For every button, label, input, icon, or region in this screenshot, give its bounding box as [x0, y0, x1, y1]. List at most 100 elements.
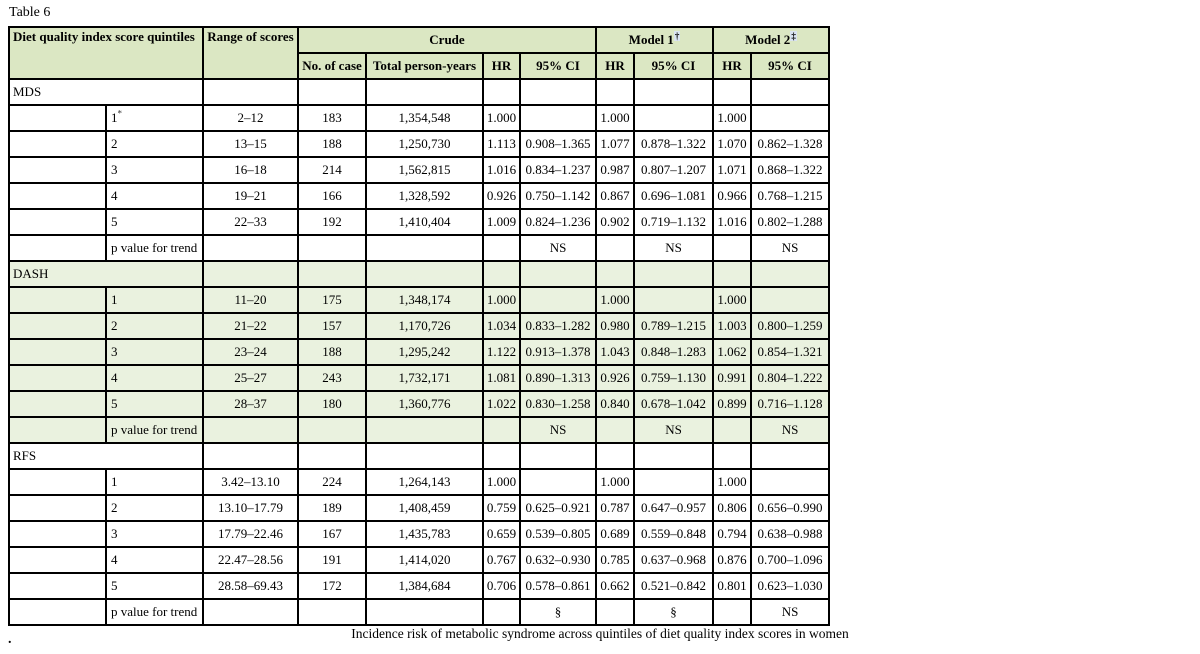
quintile-label: 3	[105, 520, 204, 548]
cell-crude-ci: 0.578–0.861	[519, 572, 597, 600]
cell-m1-ci: 0.807–1.207	[633, 156, 714, 184]
empty-cell	[297, 78, 367, 106]
col-header-crude-ci: 95% CI	[519, 52, 597, 80]
cell-range: 21–22	[202, 312, 299, 340]
indent-cell	[8, 494, 107, 522]
cell-m2-ci: 0.716–1.128	[750, 390, 830, 418]
indent-cell	[8, 130, 107, 158]
section-header-row: RFS	[8, 442, 830, 470]
cell-crude-ci: 0.750–1.142	[519, 182, 597, 210]
col-header-m2-ci: 95% CI	[750, 52, 830, 80]
quintile-label: 3	[105, 156, 204, 184]
table-row: 4 19–21 166 1,328,592 0.926 0.750–1.142 …	[8, 182, 830, 210]
cell-m1-ci	[633, 286, 714, 314]
cell-person-years: 1,732,171	[365, 364, 484, 392]
table-row: 5 22–33 192 1,410,404 1.009 0.824–1.236 …	[8, 208, 830, 236]
dagger-footnote-icon: †	[673, 30, 681, 41]
cell-m1-hr: 0.785	[595, 546, 635, 574]
cell-m2-hr: 1.062	[712, 338, 752, 366]
cell-range: 28–37	[202, 390, 299, 418]
empty-cell	[712, 442, 752, 470]
cell-range: 3.42–13.10	[202, 468, 299, 496]
trend-crude: NS	[519, 416, 597, 444]
table-row: 5 28–37 180 1,360,776 1.022 0.830–1.258 …	[8, 390, 830, 418]
cell-range: 17.79–22.46	[202, 520, 299, 548]
cell-no-of-case: 172	[297, 572, 367, 600]
cell-m2-hr: 1.071	[712, 156, 752, 184]
empty-cell	[595, 234, 635, 262]
indent-cell	[8, 234, 107, 262]
cell-m1-ci: 0.678–1.042	[633, 390, 714, 418]
quintile-label: 4	[105, 364, 204, 392]
cell-no-of-case: 166	[297, 182, 367, 210]
cell-crude-hr: 1.016	[482, 156, 521, 184]
header-row-2: No. of case Total person-years HR 95% CI…	[9, 52, 830, 80]
empty-cell	[202, 234, 299, 262]
cell-m1-ci: 0.878–1.322	[633, 130, 714, 158]
cell-person-years: 1,435,783	[365, 520, 484, 548]
cell-no-of-case: 188	[297, 338, 367, 366]
model2-label: Model 2	[745, 32, 791, 47]
quintile-label: 5	[105, 208, 204, 236]
cell-m2-hr: 0.899	[712, 390, 752, 418]
indent-cell	[8, 598, 107, 626]
table-title: Table 6	[9, 5, 51, 20]
col-header-m1-ci: 95% CI	[633, 52, 714, 80]
cell-m2-ci: 0.768–1.215	[750, 182, 830, 210]
cell-m1-ci: 0.696–1.081	[633, 182, 714, 210]
cell-m1-ci: 0.521–0.842	[633, 572, 714, 600]
cell-m1-hr: 1.043	[595, 338, 635, 366]
indent-cell	[8, 338, 107, 366]
cell-m1-ci	[633, 104, 714, 132]
cell-no-of-case: 214	[297, 156, 367, 184]
cell-m1-ci: 0.848–1.283	[633, 338, 714, 366]
cell-no-of-case: 189	[297, 494, 367, 522]
indent-cell	[8, 546, 107, 574]
header-row-1: Diet quality index score quintiles Range…	[8, 26, 830, 80]
cell-crude-ci: 0.539–0.805	[519, 520, 597, 548]
quintile-label: 1	[105, 468, 204, 496]
table-caption: Incidence risk of metabolic syndrome acr…	[351, 626, 849, 641]
cell-m2-ci: 0.700–1.096	[750, 546, 830, 574]
cell-m2-hr: 0.991	[712, 364, 752, 392]
empty-cell	[482, 234, 521, 262]
col-header-model2: Model 2‡	[712, 26, 830, 54]
cell-no-of-case: 167	[297, 520, 367, 548]
empty-cell	[297, 442, 367, 470]
cell-crude-hr: 0.706	[482, 572, 521, 600]
cell-range: 2–12	[202, 104, 299, 132]
cell-person-years: 1,414,020	[365, 546, 484, 574]
table-row: 2 13–15 188 1,250,730 1.113 0.908–1.365 …	[8, 130, 830, 158]
cell-crude-ci: 0.632–0.930	[519, 546, 597, 574]
table-row: 3 17.79–22.46 167 1,435,783 0.659 0.539–…	[8, 520, 830, 548]
cell-crude-ci: 0.890–1.313	[519, 364, 597, 392]
empty-cell	[202, 598, 299, 626]
empty-cell	[750, 442, 830, 470]
cell-m1-hr: 0.980	[595, 312, 635, 340]
cell-range: 22–33	[202, 208, 299, 236]
asterisk-footnote-icon: *	[117, 108, 123, 119]
empty-cell	[595, 416, 635, 444]
empty-cell	[750, 78, 830, 106]
indent-cell	[8, 364, 107, 392]
cell-no-of-case: 183	[297, 104, 367, 132]
col-header-no-of-case: No. of case	[297, 52, 367, 80]
cell-person-years: 1,562,815	[365, 156, 484, 184]
empty-cell	[365, 260, 484, 288]
section-name: MDS	[8, 78, 204, 106]
trend-m1: §	[633, 598, 714, 626]
indent-cell	[8, 286, 107, 314]
trend-row: p value for trend § § NS	[8, 598, 830, 626]
cell-crude-ci: 0.908–1.365	[519, 130, 597, 158]
quintile-label: 5	[105, 572, 204, 600]
quintile-label: 4	[105, 182, 204, 210]
cell-m1-hr: 0.840	[595, 390, 635, 418]
cell-crude-ci: 0.830–1.258	[519, 390, 597, 418]
indent-cell	[8, 390, 107, 418]
empty-cell	[365, 234, 484, 262]
empty-cell	[595, 442, 635, 470]
empty-cell	[519, 78, 597, 106]
section-header-row: MDS	[8, 78, 830, 106]
cell-m2-ci: 0.800–1.259	[750, 312, 830, 340]
empty-cell	[482, 260, 521, 288]
